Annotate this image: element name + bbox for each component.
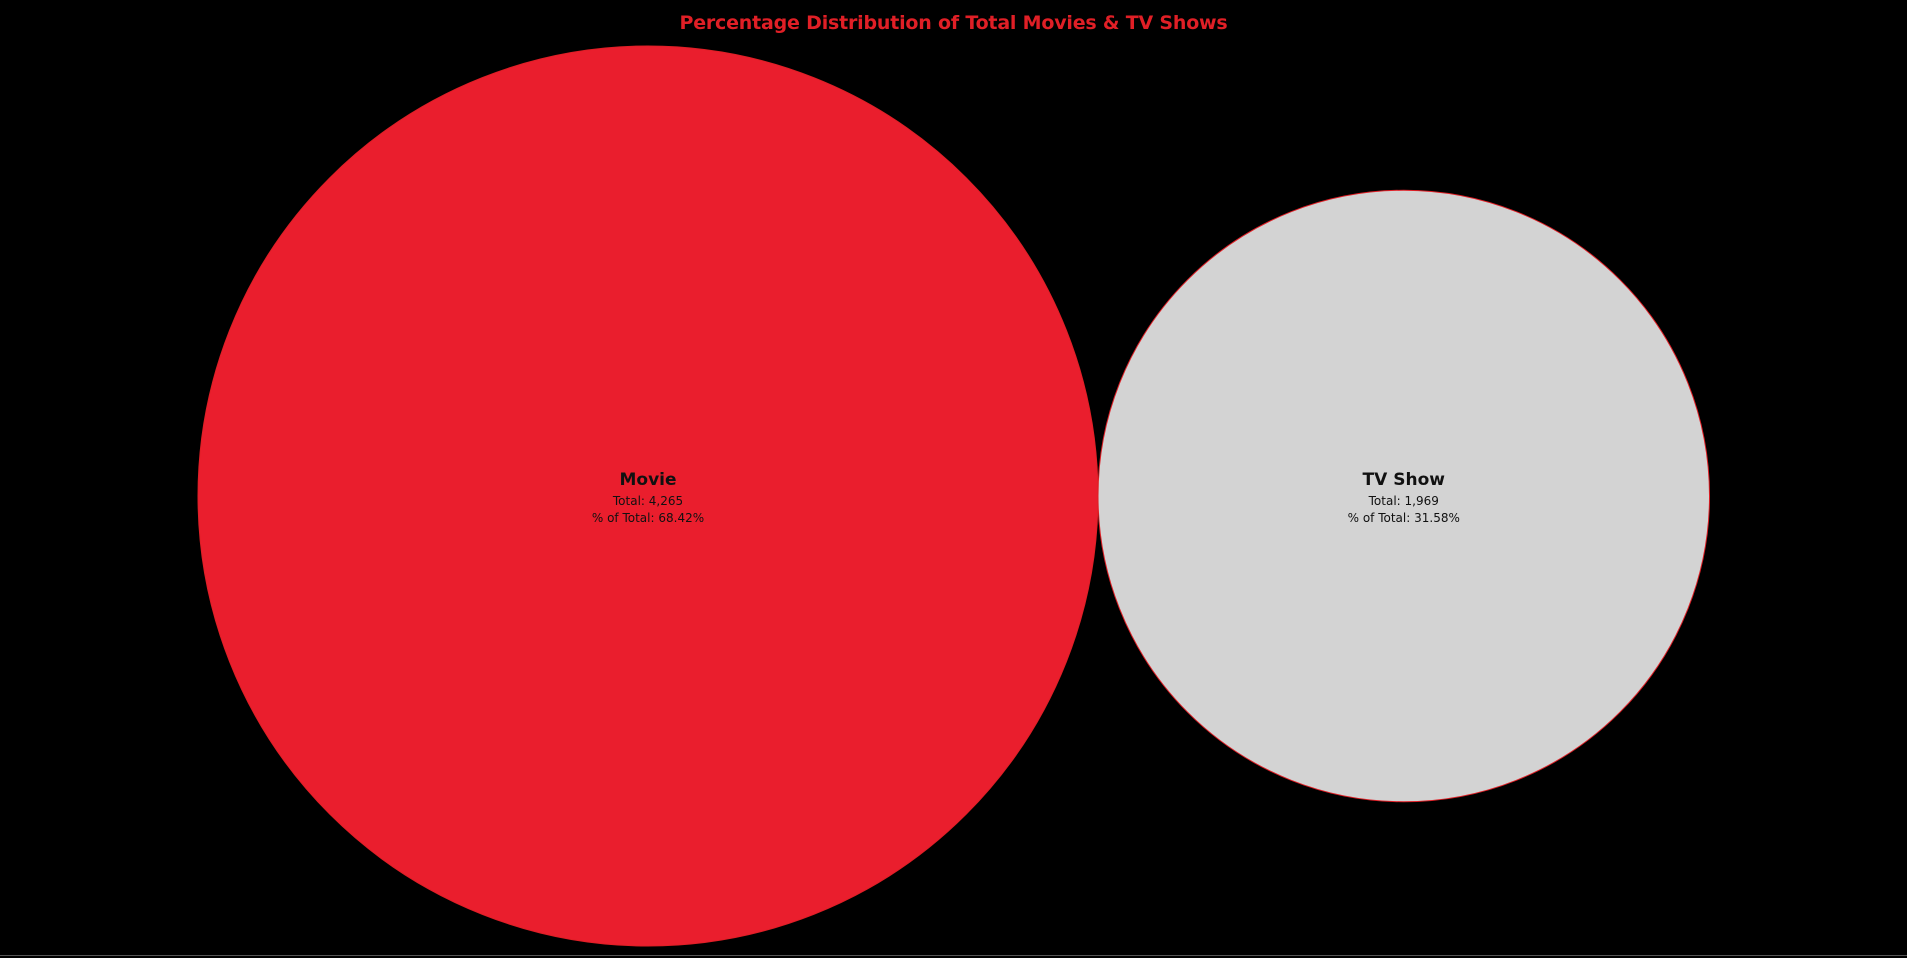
bubble-label-percent-tv-show: % of Total: 31.58% bbox=[1348, 511, 1460, 525]
bubble-label-total-movie: Total: 4,265 bbox=[612, 494, 683, 508]
bottom-divider bbox=[0, 955, 1907, 956]
bubble-tv-show[interactable]: TV Show Total: 1,969 % of Total: 31.58% bbox=[1097, 189, 1711, 803]
bubble-label-name-tv-show: TV Show bbox=[1363, 470, 1446, 490]
bubble-movie[interactable]: Movie Total: 4,265 % of Total: 68.42% bbox=[197, 45, 1099, 947]
bubble-label-percent-movie: % of Total: 68.42% bbox=[592, 511, 704, 525]
bubble-label-total-tv-show: Total: 1,969 bbox=[1368, 494, 1439, 508]
chart-title: Percentage Distribution of Total Movies … bbox=[679, 12, 1228, 34]
bubble-label-name-movie: Movie bbox=[619, 470, 676, 490]
bubble-circle-tv-show[interactable] bbox=[1097, 189, 1711, 803]
